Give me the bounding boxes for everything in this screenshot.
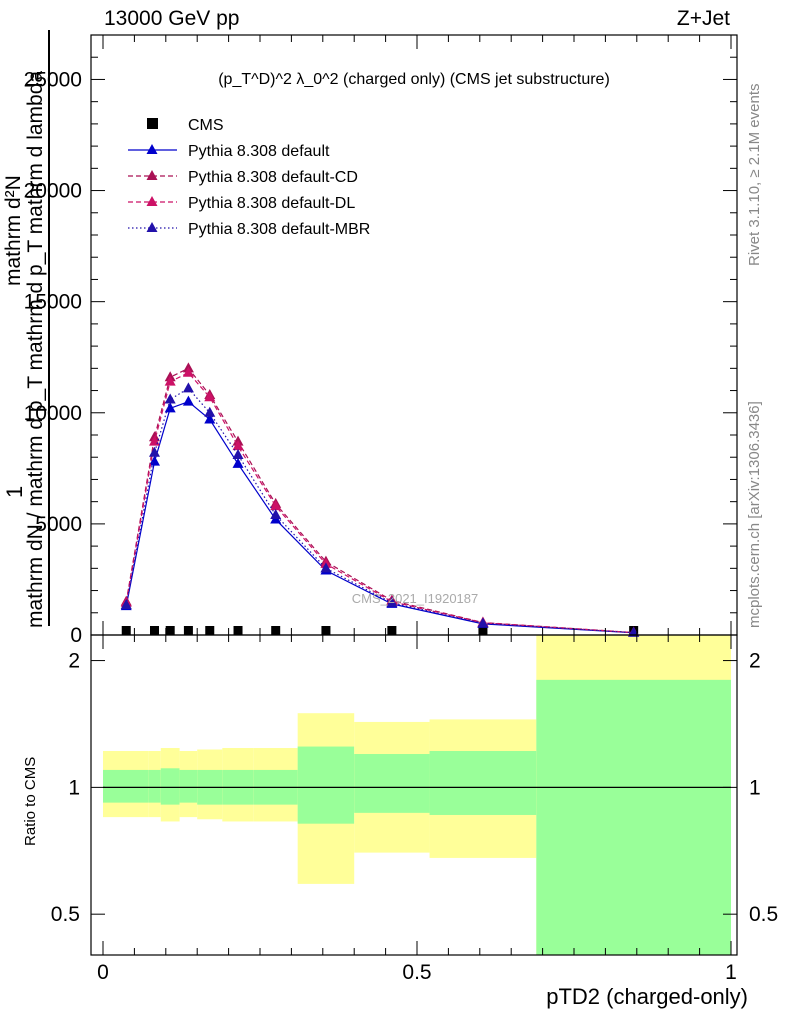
legend-label: Pythia 8.308 default-DL	[188, 195, 355, 212]
legend-marker-default_cd	[146, 170, 158, 180]
marker-default_mbr	[270, 509, 282, 519]
legend-marker-cms	[147, 118, 158, 129]
marker-default_mbr	[320, 562, 332, 573]
mcplots-label: mcplots.cern.ch [arXiv:1306.3436]	[746, 401, 763, 628]
series-line-default_mbr	[125, 387, 634, 634]
legend-label: Pythia 8.308 default-MBR	[188, 221, 370, 238]
cms-point	[183, 626, 193, 635]
ratio-xtick-label: 0.5	[402, 961, 431, 984]
watermark: CMS_2021_I1920187	[352, 591, 479, 606]
ratio-xtick-label: 0	[97, 961, 109, 984]
main-ytick-label: 0	[70, 624, 82, 647]
cms-point	[478, 626, 488, 635]
cms-point	[233, 626, 243, 635]
header-right: Z+Jet	[676, 7, 730, 30]
marker-default_dl	[232, 440, 244, 451]
marker-default_mbr	[386, 596, 398, 607]
marker-default_dl	[204, 391, 216, 402]
marker-default	[182, 395, 194, 406]
main-ytick-label: 5000	[35, 513, 82, 536]
ratio-xtick-label: 1	[725, 961, 737, 984]
ratio-ytick-label-right: 0.5	[749, 903, 778, 926]
band-inner-bin	[354, 754, 430, 813]
ratio-ytick-label: 1	[68, 776, 80, 799]
plot-title: (p_T^D)^2 λ_0^2 (charged only) (CMS jet …	[218, 71, 610, 88]
band-inner-bin	[179, 769, 198, 803]
marker-default_mbr	[477, 617, 489, 628]
marker-default_mbr	[182, 382, 194, 393]
band-inner-bin	[536, 679, 731, 955]
ylabel-fraction-bar	[48, 30, 50, 626]
cms-point	[165, 626, 175, 635]
cms-point	[121, 626, 131, 635]
marker-default	[164, 402, 176, 413]
axis-ticks: 0 5000 10000 15000 20000 25000 0 0.5 1 0.5 0.5 1 1 2 2	[24, 34, 778, 984]
legend-label: Pythia 8.308 default	[188, 143, 330, 160]
legend-label: CMS	[188, 117, 224, 134]
marker-default_dl	[164, 375, 176, 386]
band-inner-bin	[103, 769, 149, 803]
legend-label: Pythia 8.308 default-CD	[188, 169, 358, 186]
cms-point	[387, 626, 397, 635]
cms-point	[149, 626, 159, 635]
legend-marker-default_mbr	[146, 222, 158, 232]
band-inner-bin	[160, 768, 180, 805]
marker-default_mbr	[204, 406, 216, 417]
marker-default_dl	[270, 500, 282, 511]
ylabel-ratio: Ratio to CMS	[22, 756, 39, 846]
marker-default_mbr	[120, 599, 132, 609]
marker-default	[148, 455, 160, 466]
band-inner-bin	[148, 769, 161, 803]
cms-point	[205, 626, 215, 635]
main-series	[120, 362, 640, 637]
ratio-ytick-label: 0.5	[51, 903, 80, 926]
cms-point	[321, 626, 331, 635]
rivet-label: Rivet 3.1.10, ≥ 2.1M events	[746, 83, 763, 267]
cms-point	[271, 626, 281, 635]
legend-marker-default	[146, 144, 158, 154]
ratio-ytick-label-right: 2	[749, 650, 761, 673]
marker-default_dl	[182, 366, 194, 377]
legend-marker-default_dl	[146, 196, 158, 206]
main-ytick-label: 15000	[24, 291, 82, 314]
xlabel: pTD2 (charged-only)	[546, 984, 748, 1009]
axis-frames	[90, 34, 738, 956]
ratio-ytick-label: 2	[68, 650, 80, 673]
ratio-bands	[103, 635, 731, 955]
main-ytick-label: 10000	[24, 402, 82, 425]
ylabel-main-d2n: mathrm d²N	[2, 175, 25, 286]
marker-default_mbr	[148, 446, 160, 457]
marker-default	[204, 413, 216, 424]
ylabel-main-denominator: mathrm dN / mathrm d p_T mathrm d p_T ma…	[24, 70, 47, 628]
marker-default	[232, 457, 244, 468]
band-inner-bin	[297, 746, 355, 824]
ratio-ytick-label-right: 1	[749, 776, 761, 799]
band-inner-bin	[429, 750, 537, 815]
ratio-frame	[90, 634, 738, 956]
main-ytick-label: 20000	[24, 180, 82, 203]
marker-default_mbr	[164, 393, 176, 404]
series-line-default_dl	[125, 372, 634, 634]
header-left: 13000 GeV pp	[104, 7, 240, 30]
main-ytick-label: 25000	[24, 68, 82, 91]
legend: CMS Pythia 8.308 default Pythia 8.308 defa…	[128, 117, 370, 238]
marker-default_mbr	[232, 449, 244, 459]
